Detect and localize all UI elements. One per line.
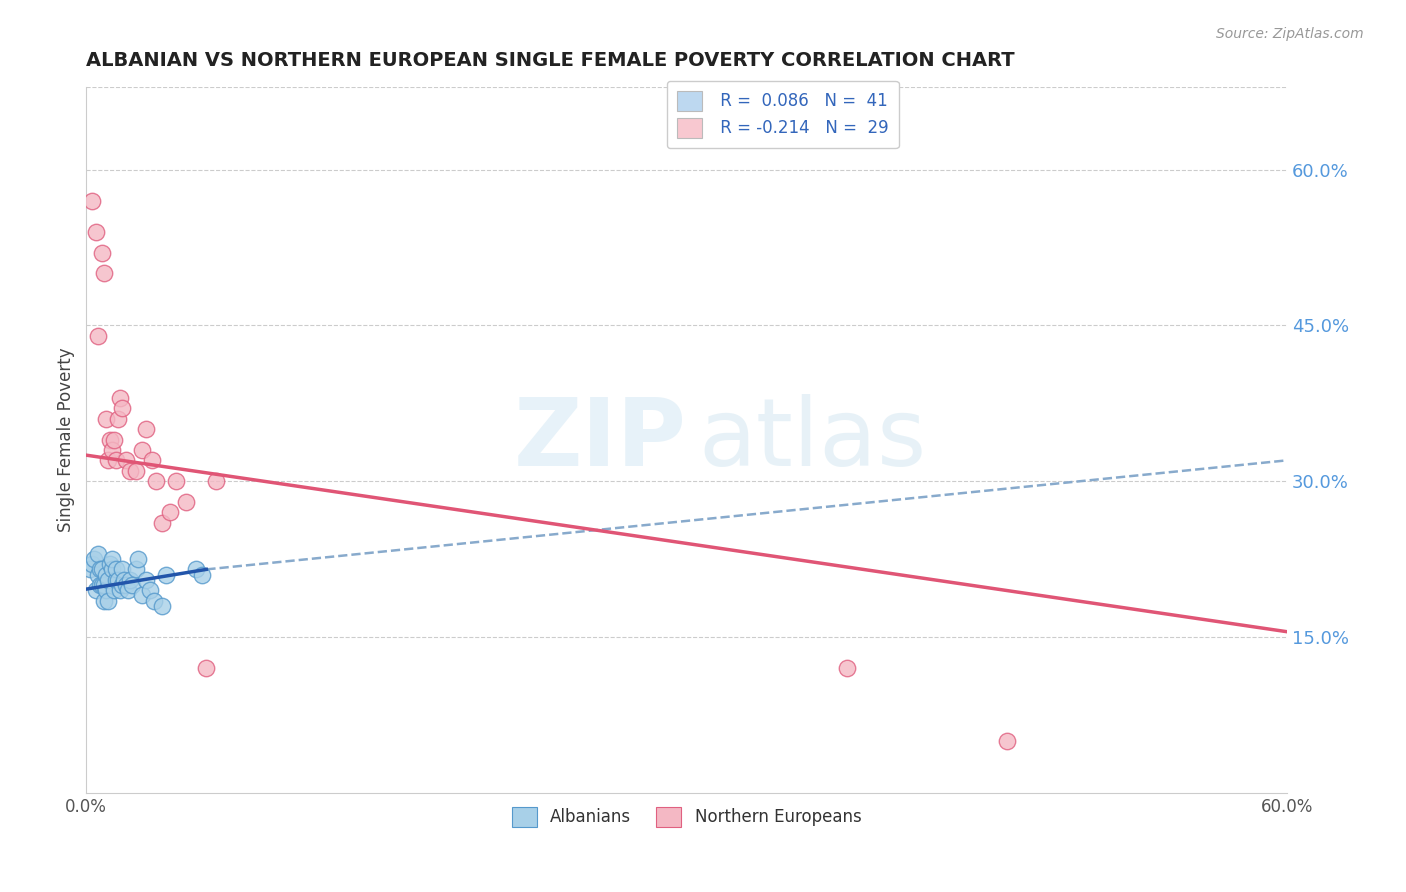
Point (115, 453, 138, 467)
Point (115, 578, 138, 592)
Point (105, 453, 128, 467)
Legend: Albanians, Northern Europeans: Albanians, Northern Europeans (505, 800, 868, 834)
Point (135, 422, 157, 436)
Point (111, 562, 134, 576)
Point (105, 562, 128, 576)
Point (97, 453, 120, 467)
Point (82, 558, 104, 572)
Point (89, 562, 111, 576)
Point (101, 442, 124, 457)
Point (97, 573, 120, 587)
Point (89, 578, 111, 592)
Point (191, 567, 214, 582)
Point (127, 552, 149, 566)
Point (117, 583, 139, 598)
Text: atlas: atlas (699, 393, 927, 485)
Point (176, 495, 198, 509)
Point (139, 583, 162, 598)
Point (98, 558, 121, 572)
Point (143, 593, 166, 607)
Point (205, 474, 228, 488)
Point (93, 578, 115, 592)
Point (112, 573, 135, 587)
Point (103, 583, 125, 598)
Point (135, 573, 157, 587)
Point (111, 578, 134, 592)
Point (155, 567, 177, 582)
Point (120, 464, 142, 478)
Point (96, 583, 118, 598)
Point (87, 547, 110, 561)
Point (82, 194, 104, 208)
Point (96, 412, 118, 426)
Point (103, 433, 125, 447)
Point (195, 661, 218, 675)
Point (98, 433, 121, 447)
Point (93, 593, 115, 607)
Point (125, 464, 148, 478)
Point (87, 328, 110, 343)
Point (96, 567, 118, 582)
Point (97, 593, 120, 607)
Point (79, 562, 101, 576)
Point (165, 474, 187, 488)
Point (84, 583, 107, 598)
Point (131, 442, 153, 457)
Point (84, 225, 107, 239)
Point (101, 562, 124, 576)
Point (995, 733, 1018, 747)
Text: ALBANIAN VS NORTHERN EUROPEAN SINGLE FEMALE POVERTY CORRELATION CHART: ALBANIAN VS NORTHERN EUROPEAN SINGLE FEM… (86, 51, 1015, 70)
Point (120, 573, 142, 587)
Point (91, 245, 114, 260)
Point (101, 552, 124, 566)
Text: Source: ZipAtlas.com: Source: ZipAtlas.com (1216, 27, 1364, 41)
Point (145, 474, 167, 488)
Point (150, 599, 173, 613)
Point (107, 573, 129, 587)
Point (110, 583, 132, 598)
Point (110, 391, 132, 405)
Text: ZIP: ZIP (513, 393, 686, 485)
Point (87, 567, 110, 582)
Point (131, 588, 153, 602)
Point (111, 401, 134, 416)
Point (93, 267, 115, 281)
Point (91, 562, 114, 576)
Point (150, 516, 173, 530)
Y-axis label: Single Female Poverty: Single Female Poverty (58, 347, 75, 532)
Point (121, 578, 143, 592)
Point (186, 562, 208, 576)
Point (835, 661, 858, 675)
Point (91, 578, 114, 592)
Point (107, 412, 129, 426)
Point (83, 552, 105, 566)
Point (125, 562, 148, 576)
Point (105, 573, 128, 587)
Point (141, 453, 163, 467)
Point (159, 505, 181, 519)
